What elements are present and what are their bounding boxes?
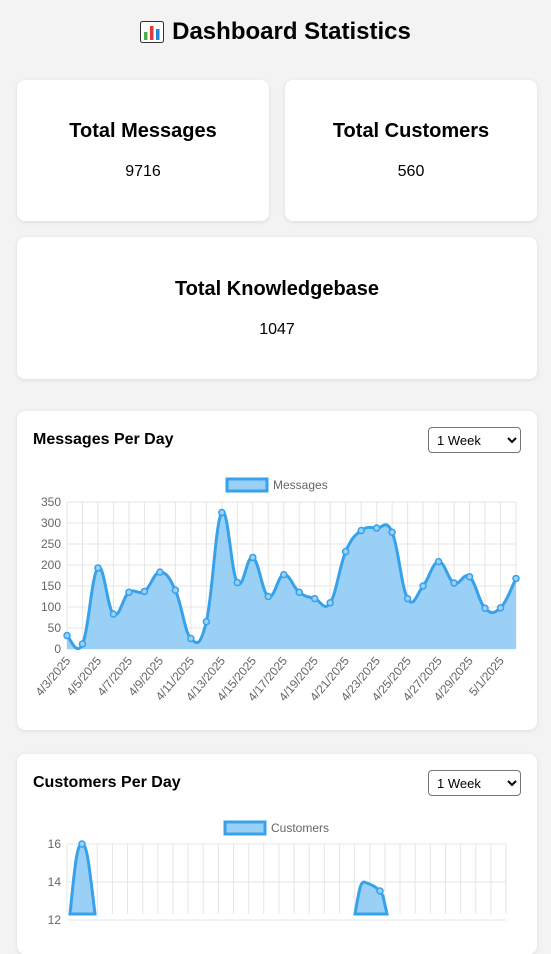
legend-swatch: [225, 477, 269, 493]
data-point: [156, 568, 164, 576]
series-area-messages: [67, 511, 516, 649]
data-point: [109, 610, 118, 618]
total-customers-card: Total Customers 560: [285, 80, 537, 221]
data-point: [125, 588, 133, 597]
messages-range-select[interactable]: 1 Week: [428, 427, 521, 453]
total-knowledgebase-value: 1047: [259, 320, 295, 338]
data-point: [419, 582, 427, 590]
page-title-text: Dashboard Statistics: [172, 18, 411, 45]
data-point: [140, 587, 149, 596]
data-point: [78, 840, 86, 848]
data-point: [187, 634, 195, 643]
data-point: [310, 594, 319, 603]
y-tick-label: 150: [41, 579, 61, 593]
total-customers-value: 560: [397, 163, 425, 180]
y-tick-label: 14: [48, 875, 62, 889]
y-tick-label: 100: [41, 600, 61, 614]
data-point: [171, 586, 180, 594]
data-point: [78, 640, 87, 648]
page-title: Dashboard Statistics: [0, 18, 551, 46]
data-point: [202, 617, 211, 626]
customers-range-select[interactable]: 1 Week: [428, 770, 521, 796]
data-point: [357, 526, 365, 535]
data-point: [434, 557, 443, 566]
customers-chart-card: Customers Per Day 1 Week 16 14 12 Customers: [17, 754, 537, 954]
series-area-customers-peak2: [353, 880, 389, 916]
messages-chart: 050100150200250300350Messages4/3/20254/5…: [33, 477, 520, 704]
data-point: [233, 578, 242, 587]
data-point: [403, 594, 412, 603]
messages-section-title: Messages Per Day: [33, 431, 174, 448]
y-tick-label: 0: [54, 642, 61, 656]
data-point: [280, 570, 288, 579]
data-point: [450, 579, 458, 587]
y-tick-label: 250: [41, 537, 61, 551]
data-point: [63, 631, 71, 640]
legend-label: Messages: [273, 478, 328, 492]
total-customers-label: Total Customers: [332, 120, 490, 142]
y-tick-label: 300: [41, 516, 61, 530]
data-point: [341, 547, 350, 556]
data-point: [94, 564, 102, 572]
messages-chart-card: Messages Per Day 1 Week 0 50 100 150 200 250 3…: [17, 411, 537, 730]
legend-swatch: [223, 820, 267, 836]
series-area-customers-peak1: [68, 842, 97, 916]
data-point: [249, 553, 257, 562]
bar-chart-icon: [140, 21, 165, 43]
data-point: [512, 574, 520, 583]
data-point: [218, 508, 226, 517]
y-tick-label: 12: [48, 913, 62, 927]
customers-chart: 16 14 12 Customers: [48, 820, 507, 927]
total-knowledgebase-label: Total Knowledgebase: [174, 277, 380, 300]
legend-label: Customers: [271, 821, 329, 835]
data-point: [326, 599, 334, 607]
total-messages-label: Total Messages: [69, 120, 217, 142]
total-messages-card: Total Messages 9716: [17, 80, 269, 221]
y-tick-label: 350: [41, 495, 61, 509]
data-point: [372, 524, 381, 532]
data-point: [264, 592, 273, 601]
data-point: [496, 604, 505, 612]
total-knowledgebase-card: Total Knowledgebase 1047: [17, 237, 537, 379]
data-point: [376, 887, 384, 895]
customers-section-title: Customers Per Day: [33, 774, 181, 791]
data-point: [295, 588, 303, 597]
y-tick-label: 50: [48, 621, 62, 635]
data-point: [465, 573, 474, 581]
data-point: [481, 604, 489, 613]
data-point: [388, 528, 396, 536]
total-messages-value: 9716: [125, 163, 161, 180]
y-tick-label: 200: [41, 558, 61, 572]
y-tick-label: 16: [48, 837, 62, 851]
